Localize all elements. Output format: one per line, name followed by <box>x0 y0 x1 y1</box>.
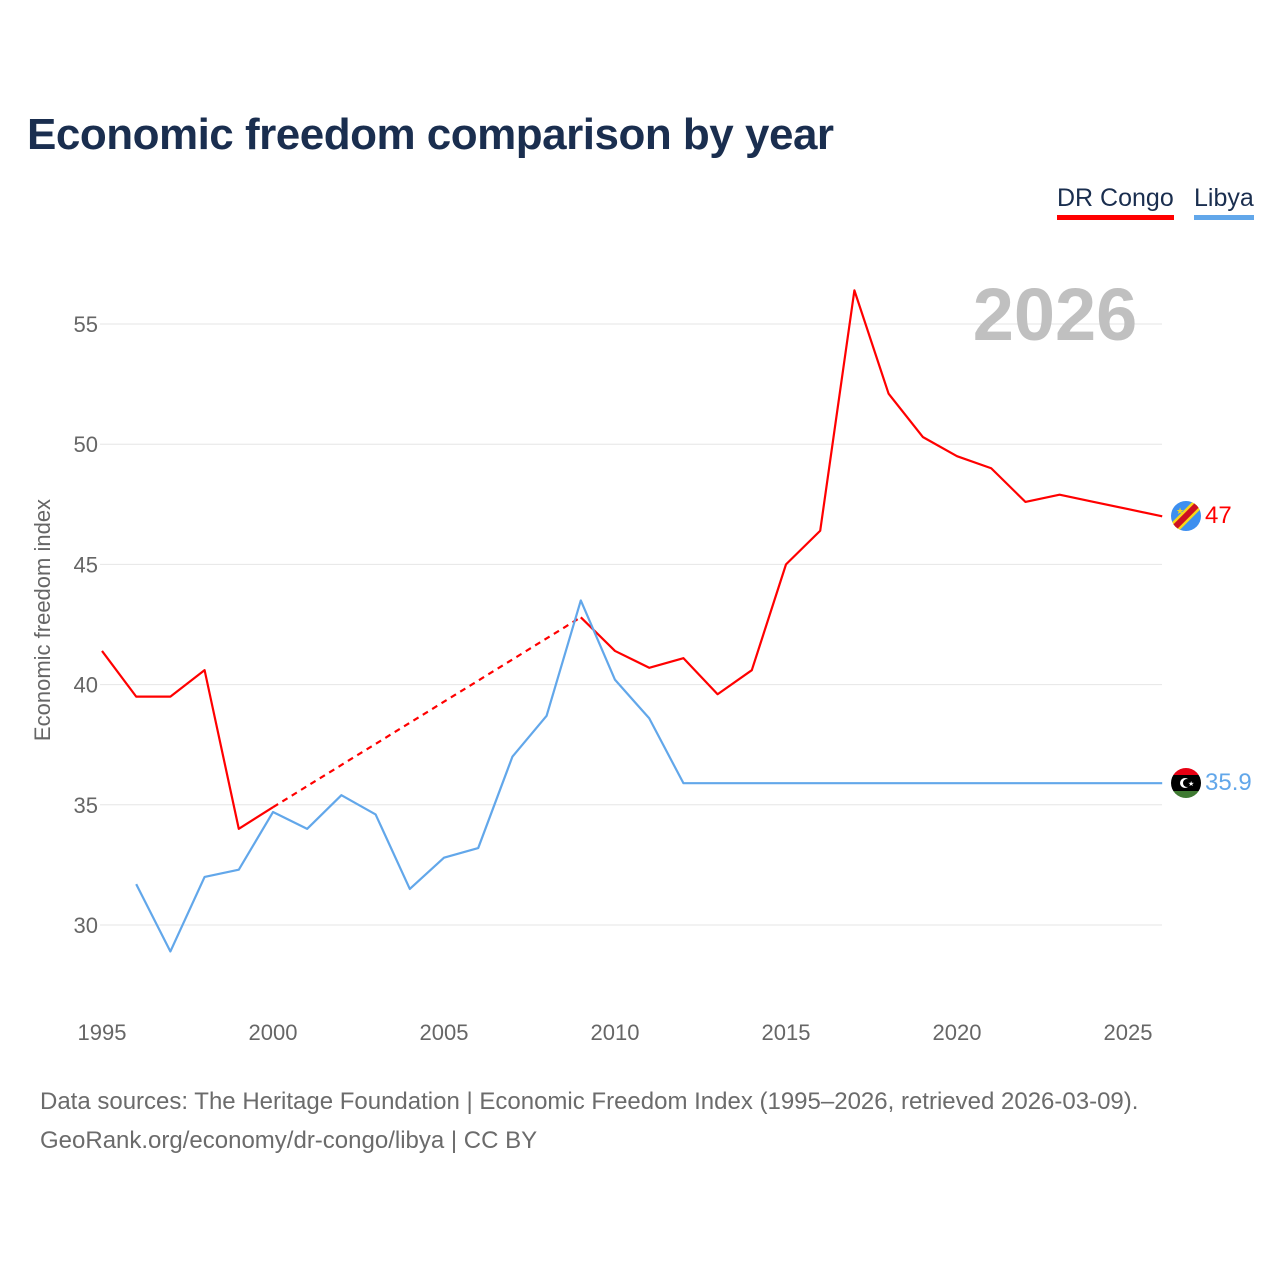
chart-title: Economic freedom comparison by year <box>27 110 834 159</box>
x-tick-label: 2015 <box>762 1020 811 1045</box>
y-tick-label: 55 <box>74 312 98 337</box>
y-axis-label: Economic freedom index <box>30 499 55 741</box>
y-tick-label: 35 <box>74 793 98 818</box>
x-tick-label: 2020 <box>933 1020 982 1045</box>
source-line: Data sources: The Heritage Foundation | … <box>40 1088 1139 1115</box>
dr-congo-line <box>580 289 1163 696</box>
y-tick-label: 45 <box>74 552 98 577</box>
y-tick-label: 30 <box>74 913 98 938</box>
x-tick-label: 2005 <box>420 1020 469 1045</box>
dr-congo-gap-line <box>272 616 582 809</box>
legend-dr-congo[interactable]: DR Congo <box>1057 184 1174 220</box>
dr-congo-line <box>101 650 274 830</box>
source-link[interactable]: GeoRank.org/economy/dr-congo/libya | CC … <box>40 1127 538 1154</box>
libya-line <box>135 599 1163 953</box>
x-tick-label: 2000 <box>249 1020 298 1045</box>
year-watermark: 2026 <box>973 273 1138 356</box>
svg-text:★: ★ <box>1176 506 1184 516</box>
libya-end-label: 35.9 <box>1205 769 1252 796</box>
y-tick-label: 50 <box>74 432 98 457</box>
svg-text:★: ★ <box>1188 780 1194 788</box>
legend-libya[interactable]: Libya <box>1194 184 1254 220</box>
x-tick-label: 2010 <box>591 1020 640 1045</box>
y-tick-label: 40 <box>74 673 98 698</box>
x-tick-label: 1995 <box>78 1020 127 1045</box>
libya-flag-icon: ★ <box>1171 768 1201 798</box>
dr-congo-end-label: 47 <box>1205 502 1232 529</box>
x-tick-label: 2025 <box>1104 1020 1153 1045</box>
dr-congo-flag-icon: ★ <box>1171 501 1201 531</box>
